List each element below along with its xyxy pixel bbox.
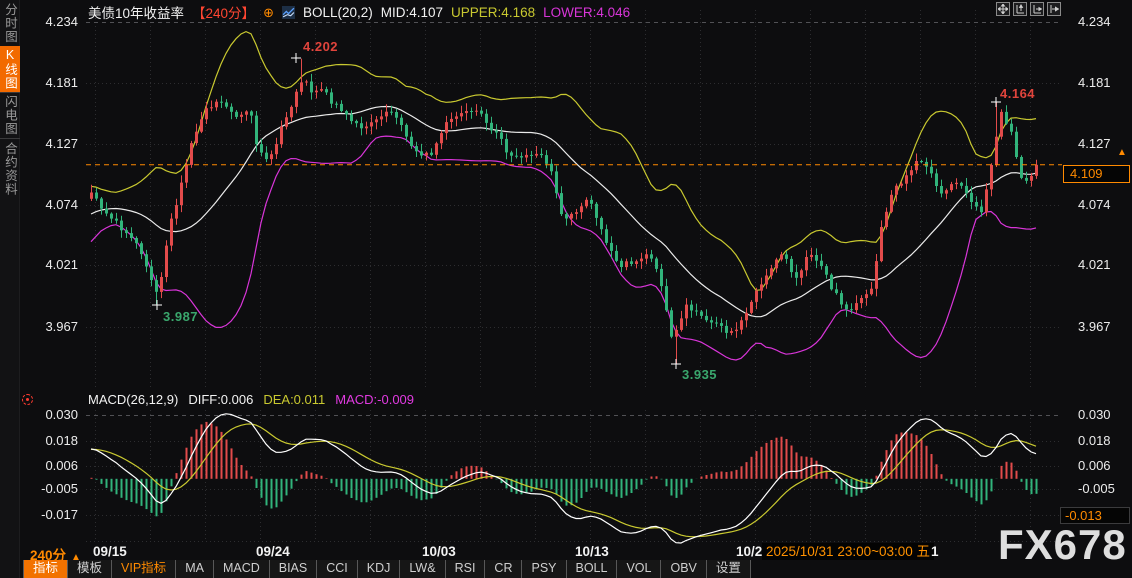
macd-header: MACD(26,12,9) DIFF:0.006 DEA:0.011 MACD:… [88,392,414,407]
price-axis-label: 4.021 [45,257,78,273]
macd-settings-icon[interactable] [22,394,33,405]
price-axis-label: 4.127 [45,136,78,152]
indicator-toolbar: 指标 模板 VIP指标 MA MACD BIAS CCI KDJ LW& RSI CR PSY BOLL… [23,560,751,578]
date-label: 10/13 [575,544,609,559]
macd-axis-label: 0.018 [45,432,78,448]
toolbar-item-BOLL[interactable]: BOLL [566,560,618,578]
macd-diff-value: DIFF:0.006 [188,392,254,407]
price-axis-label: 3.967 [1078,318,1111,334]
toolbar-item-MA[interactable]: MA [176,560,214,578]
sidebar-item-3[interactable]: 闪电图 [0,92,20,138]
period-selector[interactable]: 240分 ▲ [30,544,81,564]
price-axis-label: 3.967 [45,318,78,334]
sidebar: 分时图 K线图 闪电图 合约资料 [0,0,20,578]
macd-macd-value: MACD:-0.009 [335,392,415,407]
toolbar-item-BIAS[interactable]: BIAS [269,560,318,578]
axis-zoom-horizontal-icon[interactable] [1030,2,1044,16]
toolbar-item-LW&[interactable]: LW& [400,560,446,578]
symbol-title: 美债10年收益率 [88,6,185,21]
macd-axis-label: -0.005 [41,481,78,497]
period-arrow-icon: ▲ [71,552,81,563]
toolbar-item-CCI[interactable]: CCI [317,560,358,578]
sidebar-item-1[interactable]: 分时图 [3,2,17,44]
add-indicator-icon[interactable]: ⊕ [263,4,274,20]
period-tag[interactable]: 【240分】 [192,6,256,21]
date-label: 09/15 [93,544,127,559]
macd-axis-label: 0.006 [45,458,78,474]
sidebar-item-2[interactable]: K线图 [0,46,20,92]
boll-upper-value: UPPER:4.168 [451,4,536,20]
price-axis-label: 4.074 [45,196,78,212]
chart-tool-buttons [996,2,1061,16]
macd-axis-label: 0.006 [1078,458,1111,474]
toolbar-item-OBV[interactable]: OBV [661,560,707,578]
last-price-badge: 4.109 [1063,165,1130,183]
chart-header: 美债10年收益率 【240分】 ⊕ BOLL(20,2) MID:4.107 U… [88,4,631,22]
axis-zoom-vertical-icon[interactable] [1013,2,1027,16]
pan-icon[interactable] [996,2,1010,16]
toolbar-item-PSY[interactable]: PSY [522,560,567,578]
price-axis-label: 4.234 [1078,14,1111,29]
sidebar-item-4[interactable]: 合约资料 [0,138,20,198]
bar-time-tooltip: 2025/10/31 23:00~03:00 五 [762,543,935,560]
kline-mini-icon [281,5,295,19]
date-label: 10/03 [422,544,456,559]
price-axis-label: 4.234 [45,14,78,29]
boll-mid-value: MID:4.107 [380,4,444,20]
price-annotation: 3.987 [163,309,199,324]
period-label: 240分 [30,548,67,563]
macd-dea-value: DEA:0.011 [263,392,326,407]
price-annotation: 4.164 [1000,86,1036,101]
toolbar-item-VOL[interactable]: VOL [617,560,662,578]
toolbar-item-模板[interactable]: 模板 [68,560,113,578]
toolbar-item-RSI[interactable]: RSI [445,560,486,578]
latest-marker-icon[interactable]: ▲ [1117,147,1127,158]
macd-axis-label: -0.017 [41,506,78,522]
macd-axis-label: 0.030 [45,406,78,422]
time-axis: 240分 ▲ 09/15 09/24 10/03 10/13 10/2 2025/10/3… [0,543,1132,564]
macd-label: MACD(26,12,9) [88,392,179,407]
macd-value-badge: -0.013 [1060,507,1130,524]
boll-lower-value: LOWER:4.046 [543,4,631,20]
price-axis-label: 4.021 [1078,257,1111,273]
scroll-right-icon[interactable] [1047,2,1061,16]
boll-label: BOLL(20,2) [302,4,373,20]
macd-axis-label: 0.018 [1078,432,1111,448]
price-annotation: 3.935 [682,367,718,382]
watermark: FX678 [998,521,1127,568]
toolbar-item-CR[interactable]: CR [485,560,523,578]
toolbar-item-KDJ[interactable]: KDJ [357,560,401,578]
time-axis-suffix: 1 [931,544,939,559]
macd-axis-label: -0.005 [1078,481,1115,497]
macd-axis-label: 0.030 [1078,406,1111,422]
price-axis-label: 4.127 [1078,136,1111,152]
toolbar-item-VIP指标[interactable]: VIP指标 [112,560,177,578]
toolbar-item-设置[interactable]: 设置 [706,560,751,578]
price-axis-label: 4.074 [1078,196,1111,212]
toolbar-item-指标[interactable]: 指标 [23,560,69,578]
price-axis-label: 4.181 [45,74,78,90]
date-label: 10/2 [736,544,763,559]
toolbar-item-MACD[interactable]: MACD [213,560,270,578]
date-label: 09/24 [256,544,290,559]
price-axis-label: 4.181 [1078,74,1111,90]
price-annotation: 4.202 [303,39,339,54]
